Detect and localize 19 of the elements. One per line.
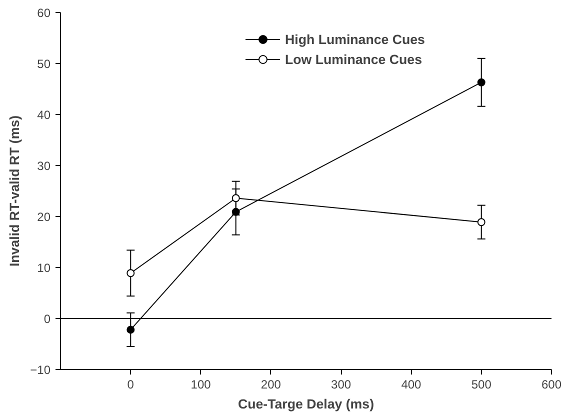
legend-label: High Luminance Cues bbox=[285, 32, 425, 46]
y-tick-label: 20 bbox=[37, 210, 51, 224]
x-tick-label: 0 bbox=[127, 378, 134, 392]
y-tick-label: 40 bbox=[37, 108, 51, 122]
y-tick-label: 60 bbox=[37, 6, 51, 20]
y-tick-label: 10 bbox=[37, 261, 51, 275]
x-tick-label: 600 bbox=[541, 378, 562, 392]
legend-label: Low Luminance Cues bbox=[285, 52, 422, 66]
x-tick-label: 400 bbox=[401, 378, 422, 392]
y-tick-label: −10 bbox=[30, 363, 51, 377]
y-tick-label: 50 bbox=[37, 57, 51, 71]
x-axis-title: Cue-Targe Delay (ms) bbox=[238, 396, 374, 412]
y-tick-label: 30 bbox=[37, 159, 51, 173]
x-tick-label: 300 bbox=[331, 378, 352, 392]
y-tick-label: 0 bbox=[44, 312, 51, 326]
x-tick-label: 200 bbox=[260, 378, 282, 392]
x-tick-label: 100 bbox=[190, 378, 212, 392]
y-axis-title: Invalid RT-valid RT (ms) bbox=[7, 115, 22, 267]
x-tick-label: 500 bbox=[471, 378, 492, 392]
